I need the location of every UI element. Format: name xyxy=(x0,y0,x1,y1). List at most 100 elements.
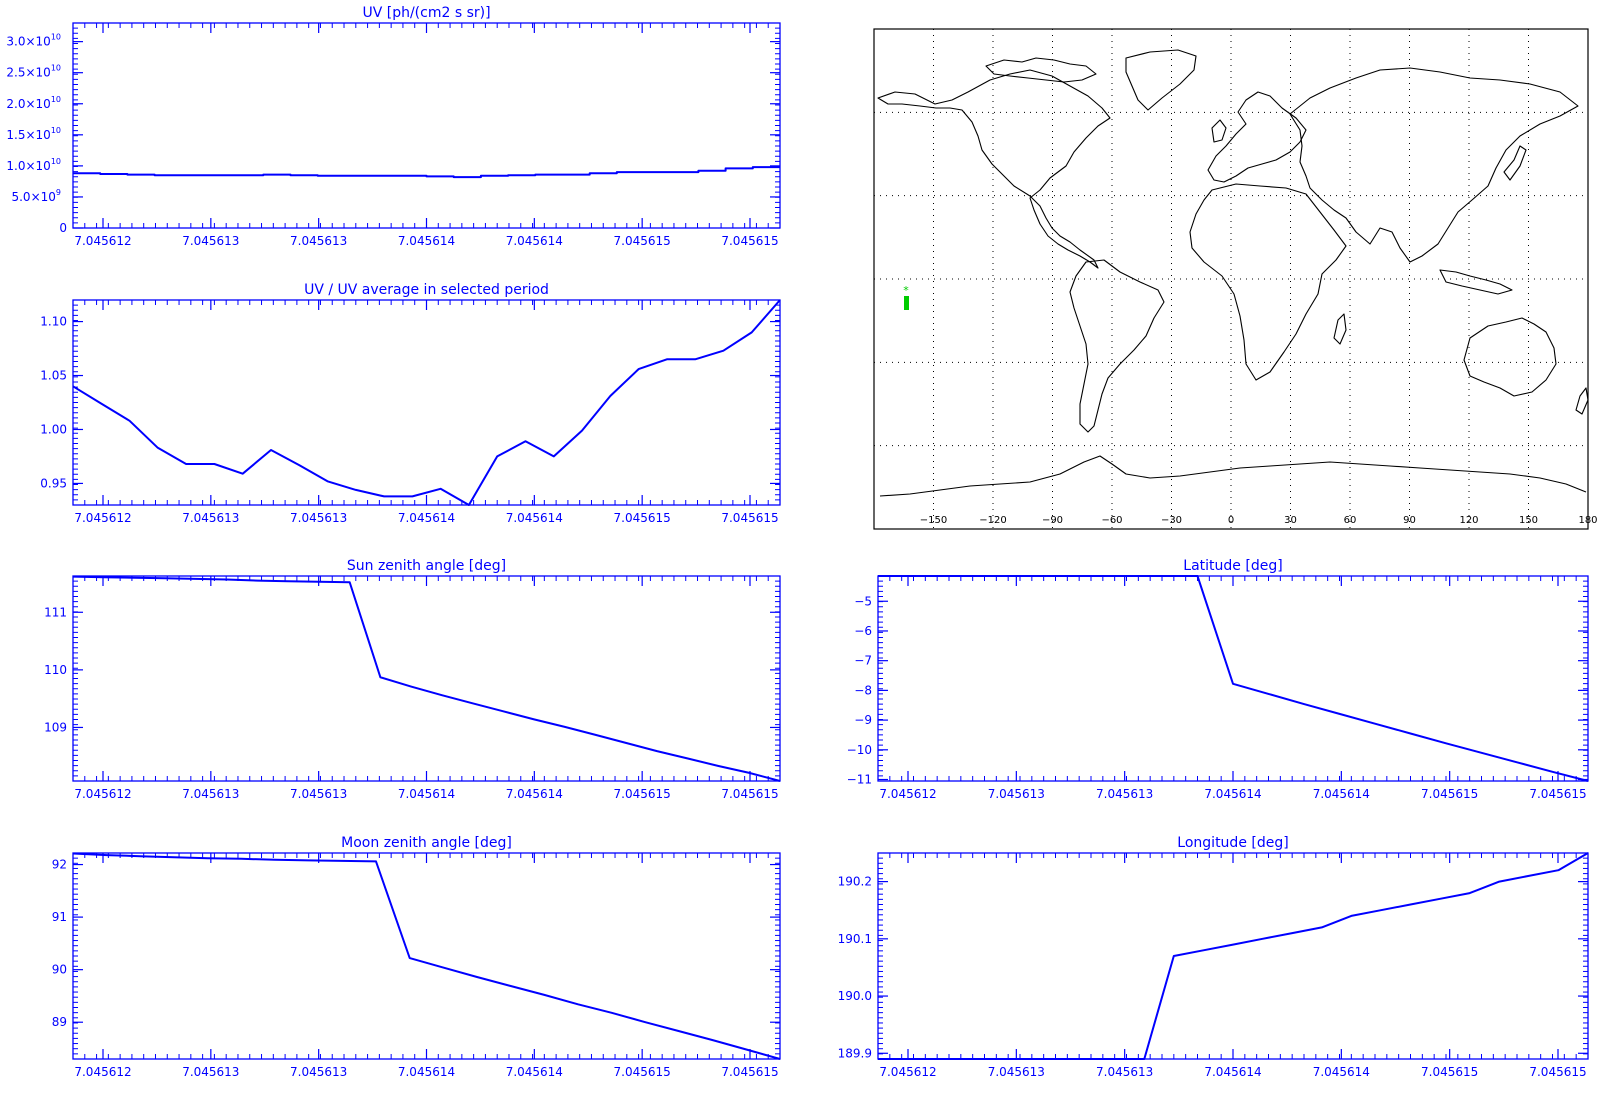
y-tick-label: 90 xyxy=(52,963,67,977)
coast-britain xyxy=(1211,119,1227,143)
x-tick-label: 7.045615 xyxy=(614,1065,671,1079)
x-tick-label: 7.045615 xyxy=(614,234,671,248)
map-graticule xyxy=(874,29,1588,529)
series-line-lon xyxy=(878,852,1589,1060)
x-tick-label: 7.045614 xyxy=(506,511,563,525)
y-tick-label: 111 xyxy=(44,605,67,619)
x-tick-label: 7.045614 xyxy=(1204,1065,1261,1079)
y-tick-label: 189.9 xyxy=(838,1046,872,1060)
coast-arctic-islands xyxy=(985,57,1097,83)
x-tick-label: 7.045614 xyxy=(506,1065,563,1079)
chart-lon: Longitude [deg] 7.045612 7.045613 7.045613 7… xyxy=(838,835,1589,1079)
x-tick-label: 7.045613 xyxy=(988,1065,1045,1079)
x-tick-label: 7.045613 xyxy=(1096,787,1153,801)
series-line-mza xyxy=(72,852,781,1060)
coast-new-zealand xyxy=(1575,387,1589,415)
y-tick-exponent: 10 xyxy=(51,95,61,104)
chart-uv: UV [ph/(cm2 s sr)] 7.045612 7.045613 7.0456… xyxy=(6,5,781,248)
x-tick-label: 7.045612 xyxy=(74,511,131,525)
x-tick-label: 7.045615 xyxy=(721,234,778,248)
y-tick-label: 1.05 xyxy=(40,369,67,383)
x-tick-label: 7.045613 xyxy=(988,787,1045,801)
y-tick-label: 2.5×1010 xyxy=(6,64,61,80)
x-tick-label: 7.045615 xyxy=(1421,787,1478,801)
minor-ticks xyxy=(73,576,780,781)
coastlines xyxy=(877,49,1589,497)
map-x-axis: −150 −120 −90 −60 −30 0 30 60 90 120 150 180 xyxy=(920,515,1598,526)
x-tick-label: 7.045614 xyxy=(1204,787,1261,801)
y-tick-label: −7 xyxy=(854,654,872,668)
map-x-tick-label: −90 xyxy=(1042,515,1063,526)
y-tick-label: −5 xyxy=(854,594,872,608)
x-tick-label: 7.045612 xyxy=(74,1065,131,1079)
y-tick-mantissa: 3.0×10 xyxy=(6,35,50,49)
plot-frame xyxy=(72,575,781,782)
coast-europe xyxy=(1207,91,1307,183)
chart-title: Latitude [deg] xyxy=(1183,558,1282,574)
y-tick-exponent: 9 xyxy=(56,188,61,197)
y-tick-label: 1.10 xyxy=(40,315,67,329)
coast-australia xyxy=(1463,317,1557,397)
minor-ticks xyxy=(73,300,780,505)
series-line-sza xyxy=(72,575,781,782)
y-tick-label: 2.0×1010 xyxy=(6,95,61,111)
y-tick-label: −6 xyxy=(854,624,872,638)
x-tick-label: 7.045614 xyxy=(506,787,563,801)
y-tick-label: 0.95 xyxy=(40,476,67,490)
minor-ticks xyxy=(878,853,1588,1059)
y-tick-label: 110 xyxy=(44,663,67,677)
map-x-tick-label: 150 xyxy=(1519,515,1538,526)
series-line-uv_ratio xyxy=(72,299,781,506)
map-x-tick-label: 30 xyxy=(1284,515,1297,526)
chart-title: UV / UV average in selected period xyxy=(304,282,549,298)
y-tick-label: 91 xyxy=(52,910,67,924)
x-tick-label: 7.045613 xyxy=(290,1065,347,1079)
satellite-track-marker xyxy=(904,296,909,310)
x-tick-label: 7.045613 xyxy=(182,234,239,248)
map-x-tick-label: 180 xyxy=(1578,515,1597,526)
coast-antarctica xyxy=(879,455,1587,497)
x-tick-label: 7.045612 xyxy=(74,234,131,248)
minor-ticks xyxy=(878,576,1588,781)
chart-title: UV [ph/(cm2 s sr)] xyxy=(362,5,490,21)
chart-lat: Latitude [deg] 7.045612 7.045613 7.045613 7.… xyxy=(847,558,1589,801)
x-tick-label: 7.045613 xyxy=(182,1065,239,1079)
x-tick-label: 7.045613 xyxy=(290,234,347,248)
y-tick-label: 0 xyxy=(59,221,67,235)
y-tick-exponent: 10 xyxy=(51,157,61,166)
x-tick-label: 7.045613 xyxy=(182,787,239,801)
chart-sza: Sun zenith angle [deg] 7.045612 7.045613 7.… xyxy=(44,558,781,801)
x-tick-label: 7.045614 xyxy=(398,1065,455,1079)
x-tick-label: 7.045614 xyxy=(1313,1065,1370,1079)
y-tick-mantissa: 5.0×10 xyxy=(11,190,55,204)
coast-asia xyxy=(1289,67,1579,263)
coast-southeast-asia-islands xyxy=(1439,269,1513,295)
y-tick-label: 92 xyxy=(52,858,67,872)
map-x-tick-label: −60 xyxy=(1101,515,1122,526)
minor-ticks xyxy=(73,853,780,1059)
map-x-tick-label: −150 xyxy=(920,515,947,526)
x-tick-label: 7.045614 xyxy=(398,787,455,801)
y-tick-mantissa: 2.5×10 xyxy=(6,66,50,80)
x-tick-label: 7.045615 xyxy=(1529,787,1586,801)
x-tick-label: 7.045615 xyxy=(721,1065,778,1079)
y-tick-mantissa: 1.5×10 xyxy=(6,128,50,142)
world-map: −150 −120 −90 −60 −30 0 30 60 90 120 150 180 * xyxy=(873,28,1598,530)
x-tick-label: 7.045612 xyxy=(879,1065,936,1079)
y-tick-mantissa: 2.0×10 xyxy=(6,97,50,111)
x-tick-label: 7.045615 xyxy=(721,787,778,801)
y-tick-label: 3.0×1010 xyxy=(6,33,61,49)
y-tick-label: 1.5×1010 xyxy=(6,126,61,142)
x-tick-label: 7.045613 xyxy=(182,511,239,525)
x-tick-label: 7.045612 xyxy=(879,787,936,801)
coast-greenland xyxy=(1125,49,1197,111)
map-x-tick-label: −120 xyxy=(979,515,1006,526)
x-tick-label: 7.045615 xyxy=(721,511,778,525)
x-tick-label: 7.045614 xyxy=(398,234,455,248)
x-tick-label: 7.045612 xyxy=(74,787,131,801)
y-tick-label: 1.00 xyxy=(40,422,67,436)
y-tick-label: 109 xyxy=(44,720,67,734)
x-tick-label: 7.045615 xyxy=(614,787,671,801)
coast-south-america xyxy=(1069,259,1165,433)
